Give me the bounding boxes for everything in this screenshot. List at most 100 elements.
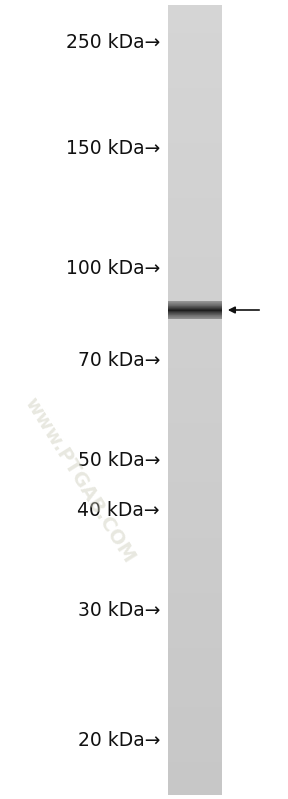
Bar	[168, 715, 222, 720]
Bar	[168, 687, 222, 692]
Bar	[168, 400, 222, 404]
Bar	[168, 762, 222, 767]
Bar	[168, 305, 222, 309]
Bar	[168, 407, 222, 411]
Bar	[168, 786, 222, 790]
Bar	[168, 332, 222, 337]
Bar	[168, 214, 222, 219]
Bar	[168, 754, 222, 759]
Bar	[168, 550, 222, 554]
Bar	[168, 293, 222, 297]
Bar	[168, 37, 222, 41]
Bar	[168, 100, 222, 104]
Bar	[168, 443, 222, 447]
Bar	[168, 601, 222, 605]
Bar	[168, 491, 222, 495]
Bar	[168, 265, 222, 270]
Bar	[168, 108, 222, 112]
Text: 150 kDa→: 150 kDa→	[66, 138, 160, 157]
Bar	[168, 49, 222, 53]
Bar	[168, 147, 222, 152]
Bar	[168, 360, 222, 364]
Bar	[168, 53, 222, 57]
Bar	[168, 565, 222, 570]
Bar	[168, 431, 222, 435]
Bar	[168, 380, 222, 384]
Bar	[168, 277, 222, 282]
Bar	[168, 56, 222, 61]
Bar	[168, 423, 222, 427]
Bar	[168, 320, 222, 325]
Bar	[168, 723, 222, 727]
Bar	[168, 159, 222, 163]
Bar	[168, 439, 222, 443]
Bar	[168, 269, 222, 274]
Bar	[168, 758, 222, 763]
Text: 20 kDa→: 20 kDa→	[77, 730, 160, 749]
Bar	[168, 676, 222, 680]
Bar	[168, 640, 222, 645]
Bar	[168, 427, 222, 431]
Bar	[168, 628, 222, 633]
Bar	[168, 155, 222, 159]
Bar	[168, 324, 222, 329]
Bar	[168, 356, 222, 360]
Bar	[168, 328, 222, 333]
Bar	[168, 139, 222, 144]
Bar	[168, 234, 222, 238]
Bar	[168, 597, 222, 601]
Bar	[168, 9, 222, 14]
Bar	[168, 68, 222, 73]
Bar	[168, 644, 222, 649]
Bar	[168, 301, 222, 305]
Bar	[168, 13, 222, 18]
Bar	[168, 104, 222, 108]
Bar	[168, 766, 222, 771]
Bar	[168, 557, 222, 562]
Bar	[168, 206, 222, 211]
Bar	[168, 175, 222, 179]
Bar	[168, 60, 222, 65]
Bar	[168, 494, 222, 499]
Bar	[168, 731, 222, 735]
Text: www.PTGAB.COM: www.PTGAB.COM	[21, 394, 139, 566]
Bar	[168, 179, 222, 183]
Bar	[168, 605, 222, 609]
Bar	[168, 652, 222, 657]
Bar	[168, 285, 222, 289]
Bar	[168, 648, 222, 653]
Bar	[168, 194, 222, 199]
Bar	[168, 33, 222, 37]
Bar	[168, 498, 222, 503]
Bar	[168, 739, 222, 743]
Bar	[168, 719, 222, 723]
Bar	[168, 589, 222, 594]
Bar	[168, 479, 222, 483]
Bar	[168, 534, 222, 538]
Bar	[168, 447, 222, 451]
Bar	[168, 790, 222, 794]
Bar	[168, 29, 222, 33]
Bar	[168, 502, 222, 507]
Bar	[168, 526, 222, 531]
Bar	[168, 131, 222, 136]
Bar	[168, 151, 222, 156]
Text: 30 kDa→: 30 kDa→	[77, 601, 160, 619]
Bar	[168, 459, 222, 463]
Bar	[168, 182, 222, 187]
Bar	[168, 613, 222, 617]
Bar	[168, 257, 222, 262]
Bar	[168, 352, 222, 356]
Bar	[168, 727, 222, 731]
Bar	[168, 743, 222, 747]
Bar	[168, 487, 222, 491]
Bar	[168, 703, 222, 708]
Bar	[168, 522, 222, 527]
Bar	[168, 585, 222, 590]
Bar	[168, 593, 222, 597]
Bar	[168, 707, 222, 712]
Bar	[168, 119, 222, 124]
Bar	[168, 253, 222, 258]
Bar	[168, 683, 222, 688]
Bar	[168, 376, 222, 380]
